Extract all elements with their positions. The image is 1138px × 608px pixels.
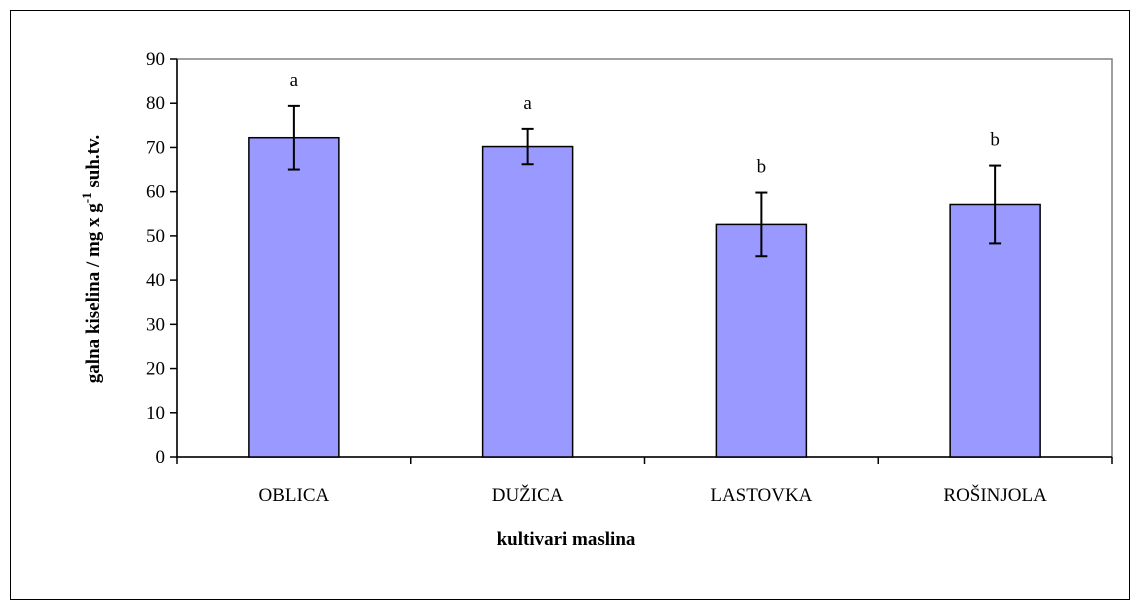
y-tick-label: 40 <box>146 270 165 291</box>
x-tick-label: ROŠINJOLA <box>943 484 1047 506</box>
y-axis-title: galna kiselina / mg x g-1 suh.tv. <box>79 135 104 383</box>
x-tick-label: DUŽICA <box>492 484 564 506</box>
significance-label: b <box>990 130 1000 151</box>
y-axis: 0 10 20 30 40 50 60 70 80 90 <box>146 49 178 468</box>
y-tick-label: 30 <box>146 314 165 335</box>
y-tick-label: 80 <box>146 93 165 114</box>
y-axis-title-main: galna kiselina / mg x g <box>83 203 104 383</box>
y-tick-label: 70 <box>146 137 165 158</box>
y-axis-title-sup: -1 <box>79 192 94 203</box>
y-tick-label: 50 <box>146 226 165 247</box>
x-axis-title: kultivari maslina <box>497 529 636 550</box>
significance-label: b <box>757 157 767 178</box>
bar <box>949 203 1041 458</box>
y-tick-label: 90 <box>146 49 165 70</box>
chart-frame: 0 10 20 30 40 50 60 70 80 90 OBLICA DUŽICA LASTOVKA… <box>10 10 1130 600</box>
y-tick-label: 0 <box>156 447 166 468</box>
x-tick-label: LASTOVKA <box>710 485 812 506</box>
bar <box>715 223 808 458</box>
y-axis-title-tail: suh.tv. <box>83 135 104 193</box>
bar <box>481 145 574 458</box>
y-tick-label: 20 <box>146 359 165 380</box>
significance-label: a <box>290 70 299 91</box>
bar-chart: 0 10 20 30 40 50 60 70 80 90 OBLICA DUŽICA LASTOVKA… <box>79 49 1113 550</box>
x-axis: OBLICA DUŽICA LASTOVKA ROŠINJOLA <box>176 456 1113 506</box>
y-tick-label: 60 <box>146 182 165 203</box>
x-tick-label: OBLICA <box>259 485 330 506</box>
bars: a a b b <box>248 70 1041 458</box>
significance-label: a <box>523 93 532 114</box>
bar <box>248 136 340 458</box>
y-tick-label: 10 <box>146 403 165 424</box>
